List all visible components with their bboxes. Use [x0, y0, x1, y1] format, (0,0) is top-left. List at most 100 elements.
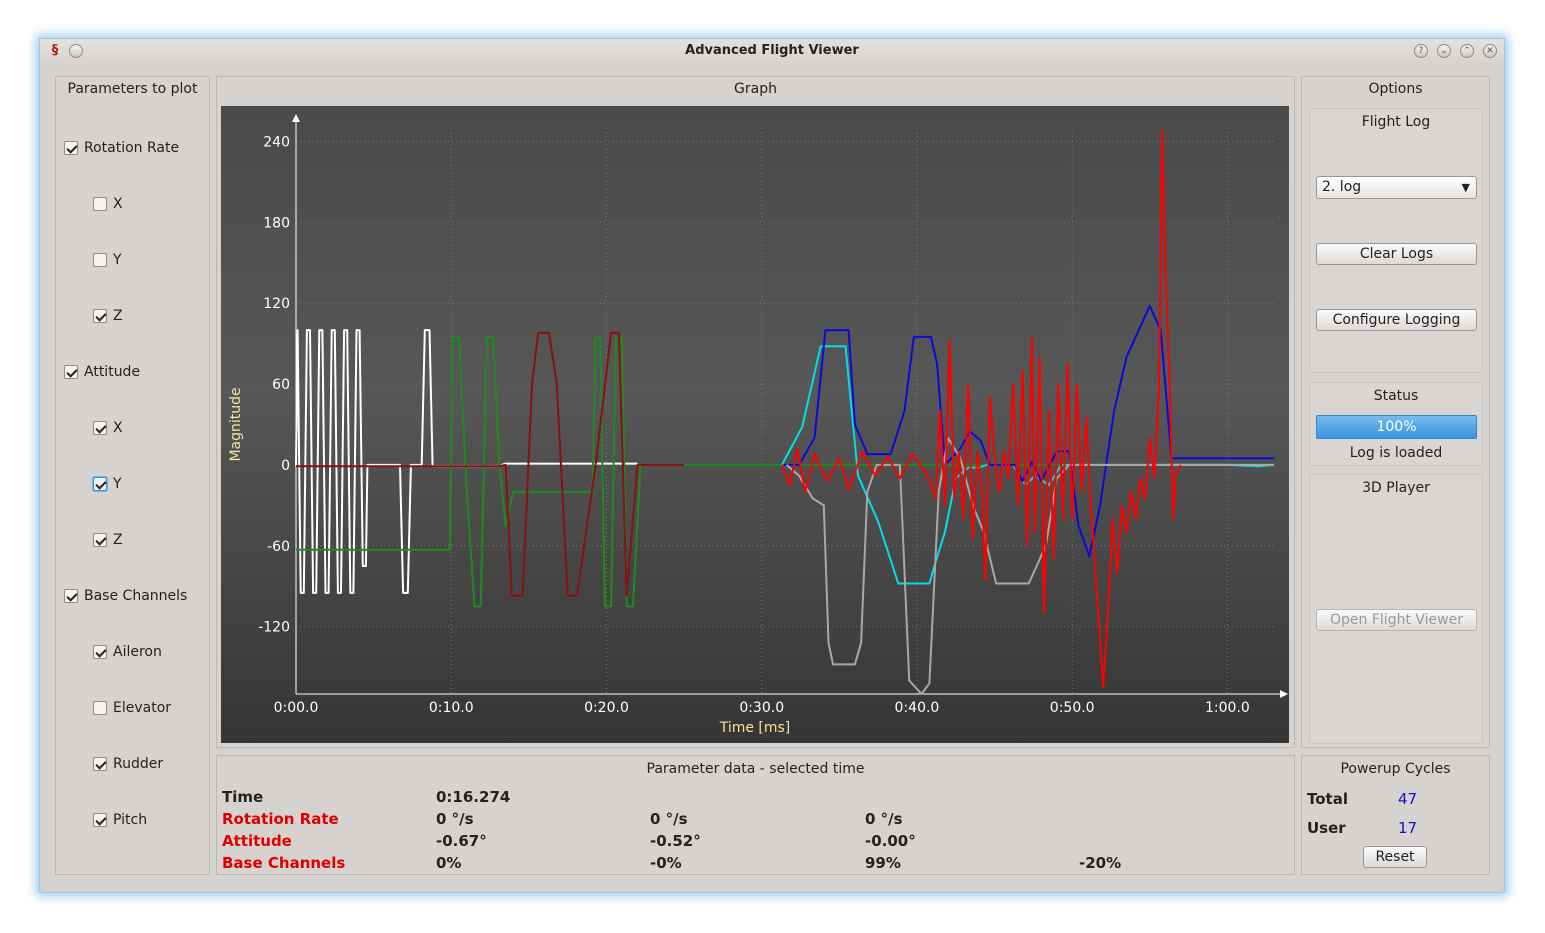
- window-menu-icon[interactable]: [69, 44, 83, 58]
- options-panel-title: Options: [1368, 81, 1423, 97]
- checkbox-label: X: [113, 420, 123, 436]
- checkbox[interactable]: [93, 253, 107, 267]
- chart-background: [221, 106, 1289, 743]
- checkbox[interactable]: [93, 757, 107, 771]
- x-tick-label: 0:10.0: [429, 700, 474, 716]
- param-data-label: Rotation Rate: [222, 810, 339, 828]
- param-checkbox-row[interactable]: Attitude: [64, 362, 140, 382]
- checkbox[interactable]: [64, 141, 78, 155]
- close-icon[interactable]: ✕: [1483, 44, 1497, 58]
- checkbox[interactable]: [64, 589, 78, 603]
- series-line-0: [295, 329, 638, 594]
- y-tick-label: -60: [267, 539, 290, 555]
- options-panel: Options Flight Log 2. log ▼ Clear Logs C…: [1301, 76, 1490, 748]
- param-checkbox-row[interactable]: Elevator: [93, 698, 171, 718]
- flight-log-title: Flight Log: [1361, 114, 1431, 130]
- window-title: Advanced Flight Viewer: [685, 43, 859, 58]
- param-data-label: Attitude: [222, 832, 292, 850]
- param-checkbox-row[interactable]: X: [93, 418, 123, 438]
- x-tick-label: 0:50.0: [1050, 700, 1095, 716]
- x-tick-label: 0:00.0: [274, 700, 319, 716]
- title-bar: § Advanced Flight Viewer ? ⌄ ⌃ ✕: [40, 39, 1504, 64]
- powerup-panel: Powerup Cycles Total 47 User 17 Reset: [1301, 755, 1490, 875]
- series-line-2: [296, 331, 685, 597]
- y-axis-arrow: [292, 114, 300, 122]
- maximize-icon[interactable]: ⌃: [1460, 44, 1474, 58]
- param-data-label: Base Channels: [222, 854, 346, 872]
- checkbox-label: Rudder: [113, 756, 164, 772]
- checkbox[interactable]: [93, 701, 107, 715]
- y-tick-label: 120: [263, 296, 290, 312]
- param-checkbox-row[interactable]: Rudder: [93, 754, 163, 774]
- parameters-panel: Parameters to plot Rotation Rate X Y Z Attit…: [55, 76, 210, 875]
- checkbox[interactable]: [93, 645, 107, 659]
- param-data-value: -20%: [1079, 854, 1122, 872]
- configure-logging-button[interactable]: Configure Logging: [1316, 309, 1477, 331]
- param-checkbox-row[interactable]: Rotation Rate: [64, 138, 179, 158]
- chevron-down-icon: ▼: [1461, 181, 1470, 194]
- help-icon[interactable]: ?: [1414, 44, 1428, 58]
- total-label: Total: [1307, 790, 1348, 808]
- param-data-value: 0 °/s: [865, 810, 903, 828]
- param-checkbox-row[interactable]: Aileron: [93, 642, 162, 662]
- x-axis-title: Time [ms]: [719, 720, 791, 736]
- user-label: User: [1307, 819, 1346, 837]
- checkbox-label: Z: [113, 532, 123, 548]
- series-line-5: [785, 437, 1274, 695]
- checkbox[interactable]: [93, 197, 107, 211]
- load-progress-bar: 100%: [1316, 415, 1477, 439]
- param-data-label: Time: [222, 788, 264, 806]
- checkbox[interactable]: [93, 533, 107, 547]
- param-checkbox-row[interactable]: Base Channels: [64, 586, 187, 606]
- clear-logs-button[interactable]: Clear Logs: [1316, 243, 1477, 265]
- open-flight-viewer-button[interactable]: Open Flight Viewer: [1316, 609, 1477, 631]
- x-axis-arrow: [1280, 690, 1288, 698]
- reset-button[interactable]: Reset: [1363, 846, 1427, 868]
- player-group: 3D Player Open Flight Viewer: [1309, 474, 1483, 744]
- graph-panel-title: Graph: [734, 81, 777, 97]
- progress-text: 100%: [1376, 419, 1417, 435]
- flight-log-select[interactable]: 2. log ▼: [1316, 176, 1477, 199]
- param-data-value: -0.00°: [865, 832, 916, 850]
- param-data-value: 0 °/s: [650, 810, 688, 828]
- checkbox-label: Z: [113, 308, 123, 324]
- checkbox[interactable]: [93, 813, 107, 827]
- param-checkbox-row[interactable]: Z: [93, 530, 123, 550]
- user-value: 17: [1398, 819, 1418, 837]
- checkbox[interactable]: [93, 421, 107, 435]
- param-checkbox-row[interactable]: Z: [93, 306, 123, 326]
- checkbox[interactable]: [93, 477, 107, 491]
- x-tick-label: 0:20.0: [584, 700, 629, 716]
- progress-fill: [1317, 416, 1476, 438]
- checkbox[interactable]: [93, 309, 107, 323]
- checkbox[interactable]: [64, 365, 78, 379]
- graph-canvas[interactable]: 0:00.0 0:10.0 0:20.0 0:30.0 0:40.0 0:50.0 1:00…: [221, 106, 1289, 743]
- checkbox-label: Aileron: [113, 644, 162, 660]
- y-axis-title: Magnitude: [228, 387, 244, 461]
- total-value: 47: [1398, 790, 1418, 808]
- param-data-value: 99%: [865, 854, 901, 872]
- checkbox-label: Base Channels: [84, 588, 188, 604]
- param-data-value: -0%: [650, 854, 682, 872]
- checkbox-label: Y: [113, 476, 122, 492]
- series-line-6: [780, 129, 1182, 689]
- minimize-icon[interactable]: ⌄: [1437, 44, 1451, 58]
- x-tick-label: 0:30.0: [739, 700, 784, 716]
- param-checkbox-row[interactable]: Pitch: [93, 810, 147, 830]
- status-title: Status: [1373, 388, 1419, 404]
- checkbox-label: Y: [113, 252, 122, 268]
- player-title: 3D Player: [1362, 480, 1430, 496]
- flight-app-icon[interactable]: §: [51, 43, 59, 58]
- param-data-value: 0:16.274: [436, 788, 511, 806]
- series-line-1: [296, 335, 1274, 608]
- flight-log-selected: 2. log: [1322, 179, 1362, 195]
- param-data-value: -0.67°: [436, 832, 487, 850]
- param-checkbox-row[interactable]: X: [93, 194, 123, 214]
- parameter-data-panel: Parameter data - selected time Time 0:16.…: [216, 755, 1295, 875]
- series-line-4: [783, 304, 1274, 558]
- x-tick-label: 1:00.0: [1205, 700, 1250, 716]
- param-checkbox-row[interactable]: Y: [93, 474, 122, 494]
- param-checkbox-row[interactable]: Y: [93, 250, 122, 270]
- flight-chart[interactable]: 0:00.0 0:10.0 0:20.0 0:30.0 0:40.0 0:50.0 1:00…: [221, 106, 1289, 743]
- checkbox-label: Rotation Rate: [84, 140, 180, 156]
